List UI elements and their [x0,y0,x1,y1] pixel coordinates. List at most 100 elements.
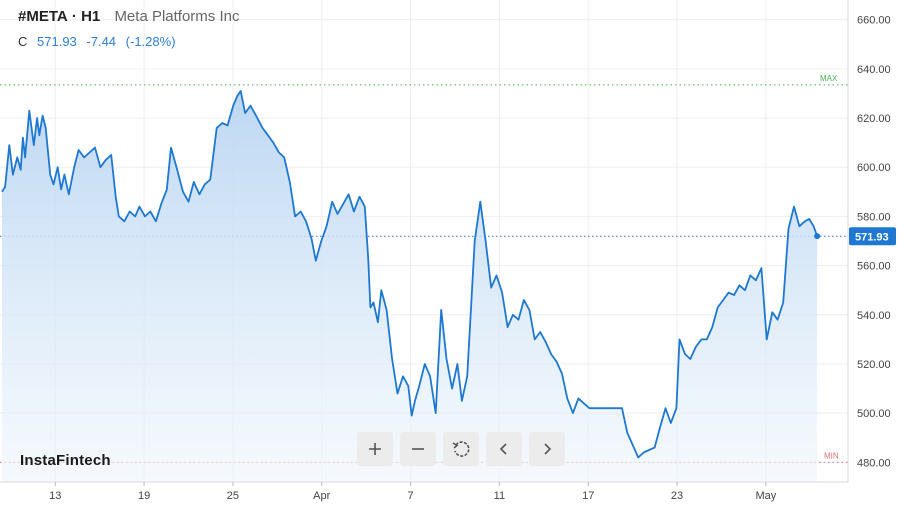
chart-toolbar [357,432,565,466]
y-tick-label: 520.00 [857,359,891,371]
price-point [53,183,55,185]
price-point [236,95,238,97]
price-point [782,301,784,303]
price-point [429,375,431,377]
price-point [73,166,75,168]
price-point [49,174,51,176]
price-point [711,326,713,328]
price-point [798,225,800,227]
price-point [545,341,547,343]
price-point [733,294,735,296]
price-point [424,363,426,365]
price-point [684,353,686,355]
price-point [166,188,168,190]
zoom-out-button[interactable] [400,432,436,466]
price-point [182,191,184,193]
change-value: -7.44 [86,34,117,49]
price-point [227,124,229,126]
price-point [572,412,574,414]
price-point [99,166,101,168]
price-point [621,407,623,409]
price-point [479,201,481,203]
price-point [193,181,195,183]
price-point [300,210,302,212]
price-point [38,134,40,136]
price-point [566,397,568,399]
price-point [88,151,90,153]
price-point [485,240,487,242]
price-point [605,407,607,409]
price-point [176,166,178,168]
price-point [36,117,38,119]
price-point [738,284,740,286]
price-point [771,311,773,313]
price-point [68,193,70,195]
minus-icon [412,448,424,450]
ohlc-readout: C 571.93 -7.44 (-1.28%) [18,34,239,49]
price-point [534,338,536,340]
price-point [706,338,708,340]
price-point [749,274,751,276]
price-point [722,299,724,301]
time-axis: 13 19 25 Apr 7 11 17 23 May [0,481,848,502]
price-point [610,407,612,409]
chevron-right-icon [544,443,552,455]
price-point [654,447,656,449]
price-point [637,456,639,458]
scroll-right-button[interactable] [529,432,565,466]
price-point [418,385,420,387]
price-point [60,188,62,190]
price-point [337,213,339,215]
price-point [118,215,120,217]
price-point [240,90,242,92]
price-point [261,127,263,129]
max-level-label: MAX [820,74,838,83]
x-tick-label: 13 [49,490,61,502]
price-point [170,147,172,149]
x-tick-label: May [755,490,776,502]
price-point [155,220,157,222]
ticker-symbol: #META [18,8,68,25]
price-point [471,297,473,299]
price-point [315,260,317,262]
price-point [369,306,371,308]
price-point [787,228,789,230]
zoom-in-button[interactable] [357,432,393,466]
price-point [138,206,140,208]
price-point [391,358,393,360]
company-name: Meta Platforms Inc [114,8,240,25]
price-point [353,210,355,212]
y-tick-label: 600.00 [857,162,891,174]
price-point [517,319,519,321]
price-point [507,326,509,328]
price-point [675,407,677,409]
scroll-left-button[interactable] [486,432,522,466]
price-point [188,201,190,203]
price-point [512,314,514,316]
y-tick-label: 580.00 [857,211,891,223]
price-point [446,358,448,360]
price-point [272,142,274,144]
y-tick-label: 480.00 [857,457,891,469]
price-point [377,321,379,323]
price-point [766,338,768,340]
price-point [689,358,691,360]
reset-chart-button[interactable] [443,432,479,466]
chart-legend: #META · H1 Meta Platforms Inc C 571.93 -… [18,8,239,49]
price-point [110,154,112,156]
y-tick-label: 620.00 [857,113,891,125]
chevron-left-icon [499,443,507,455]
price-point [555,361,557,363]
price-point [528,309,530,311]
price-point [626,432,628,434]
price-point [728,292,730,294]
price-point [577,397,579,399]
price-points [36,90,821,458]
price-point [632,444,634,446]
y-tick-label: 540.00 [857,310,891,322]
price-point [294,215,296,217]
price-point [490,287,492,289]
price-point [45,127,47,129]
price-point [364,206,366,208]
